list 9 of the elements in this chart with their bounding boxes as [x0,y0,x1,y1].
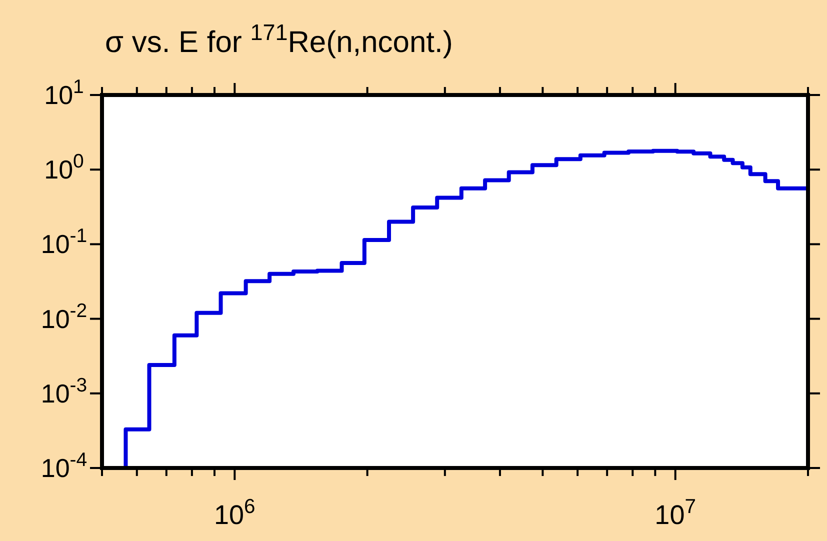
y-tick-label: 10$^{-1}$ [40,225,88,260]
y-tick-label: 10$^{-2}$ [40,300,88,334]
y-tick-label: 10$^{-4}$ [40,449,88,483]
x-tick-label: 10$^{6}$ [214,496,256,530]
y-tick-label: 10$^{-3}$ [40,374,88,408]
y-tick-label: 10$^{1}$ [44,76,84,110]
x-tick-label: 10$^{7}$ [654,496,696,530]
y-tick-label: 10$^{0}$ [44,150,84,185]
chart-title: σ vs. E for $^{171}$Re(n,ncont.) [105,20,453,59]
